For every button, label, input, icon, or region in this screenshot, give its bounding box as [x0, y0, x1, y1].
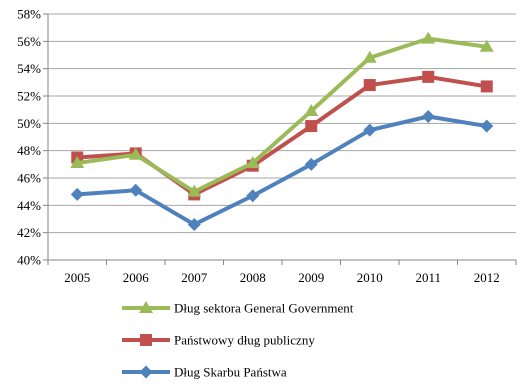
y-tick-label: 50%: [17, 116, 41, 131]
data-point: [480, 80, 493, 93]
data-point: [480, 119, 494, 133]
y-tick-label: 58%: [17, 7, 41, 22]
data-point: [421, 31, 436, 44]
series-diamond: [70, 110, 494, 231]
data-point: [479, 39, 494, 52]
legend-entry: Dług sektora General Government: [122, 301, 354, 316]
data-point: [304, 157, 318, 171]
data-point: [422, 70, 435, 83]
y-tick-label: 54%: [17, 61, 41, 76]
legend-marker-diamond: [139, 365, 153, 379]
y-tick-label: 56%: [17, 34, 41, 49]
y-tick-label: 42%: [17, 225, 41, 240]
x-tick-label: 2009: [298, 270, 324, 285]
data-point: [421, 110, 435, 123]
data-point: [363, 123, 377, 137]
data-point: [362, 50, 377, 63]
axis-layer: 40% 42% 44% 46% 48% 50% 52% 54% 56% 58% 2005 2006 20…: [17, 7, 517, 285]
data-point: [245, 155, 260, 168]
legend-marker-square: [140, 334, 152, 346]
data-point: [128, 147, 143, 160]
data-point: [187, 184, 202, 197]
x-tick-label: 2006: [123, 270, 150, 285]
series-layer: [70, 31, 494, 231]
data-point: [129, 183, 143, 197]
data-point: [305, 120, 318, 133]
data-point: [70, 155, 85, 168]
series-line: [75, 114, 489, 227]
data-point: [70, 187, 84, 201]
y-tick-label: 44%: [17, 198, 41, 213]
legend-entry: Państwowy dług publiczny: [122, 333, 315, 348]
data-point: [187, 217, 201, 231]
x-tick-label: 2008: [240, 270, 266, 285]
series-line: [75, 36, 489, 194]
y-tick-label: 48%: [17, 143, 41, 158]
data-point: [246, 189, 260, 203]
x-tick-label: 2011: [415, 270, 441, 285]
legend-label: Dług Skarbu Państwa: [174, 365, 287, 380]
data-point: [304, 104, 319, 117]
legend-label: Dług sektora General Government: [174, 301, 354, 316]
x-tick-label: 2010: [357, 270, 383, 285]
x-tick-label: 2005: [64, 270, 90, 285]
legend-marker-triangle: [139, 301, 153, 313]
legend-layer: Dług sektora General Government Państwowy…: [122, 301, 354, 380]
data-point: [363, 79, 376, 92]
y-tick-label: 52%: [17, 89, 41, 104]
legend-entry: Dług Skarbu Państwa: [122, 365, 287, 380]
legend-label: Państwowy dług publiczny: [174, 333, 315, 348]
grid-layer: [48, 13, 516, 234]
series-triangle: [70, 31, 494, 197]
x-tick-label: 2012: [474, 270, 500, 285]
y-tick-label: 46%: [17, 171, 41, 186]
x-tick-label: 2007: [181, 270, 208, 285]
y-tick-label: 40%: [17, 253, 41, 268]
